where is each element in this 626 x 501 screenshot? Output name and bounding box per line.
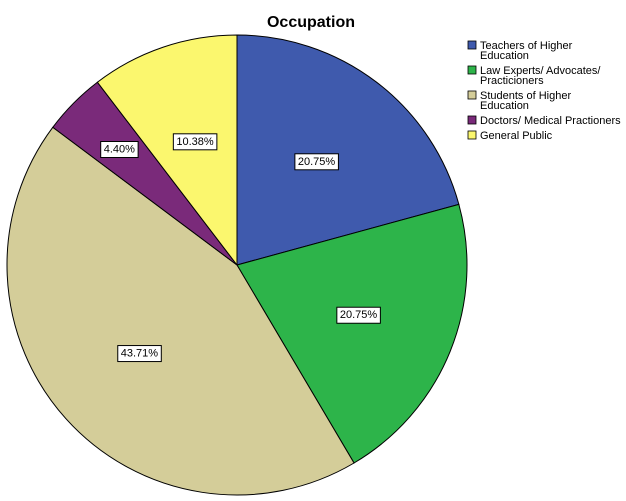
legend-label: Teachers of Higher: [480, 40, 573, 52]
legend-label: Education: [480, 100, 529, 112]
pie-slices: [6, 34, 468, 496]
pie-value-label-box: [100, 141, 139, 159]
pie-value-label: 20.75%: [340, 309, 378, 321]
legend-swatch: [467, 90, 477, 100]
legend-swatch: [467, 115, 477, 125]
legend-swatch: [467, 40, 477, 50]
pie-slice: [236, 34, 460, 266]
pie-slice: [96, 34, 238, 267]
legend-label: General Public: [480, 130, 553, 142]
legend-label: Students of Higher: [480, 90, 571, 102]
pie-value-label: 10.38%: [176, 136, 214, 148]
legend-swatch: [467, 130, 477, 140]
legend-label: Practicioners: [480, 75, 544, 87]
pie-value-label: 20.75%: [298, 156, 336, 168]
pie-value-labels: 20.75% 20.75% 43.71% 4.40% 10.38%: [100, 133, 381, 363]
pie-value-label-box: [294, 153, 339, 171]
pie-value-label-box: [336, 306, 381, 324]
pie-value-label-box: [117, 345, 162, 363]
legend-label: Law Experts/ Advocates/: [480, 65, 601, 77]
legend-label: Education: [480, 50, 529, 62]
legend-label: Doctors/ Medical Practioners: [480, 115, 621, 127]
pie-value-label: 43.71%: [121, 348, 159, 360]
chart-title: Occupation: [267, 14, 355, 31]
pie-value-label: 4.40%: [104, 144, 135, 156]
pie-slice: [6, 126, 355, 496]
pie-slice: [236, 203, 468, 464]
legend-swatch: [467, 65, 477, 75]
pie-value-label-box: [172, 133, 218, 151]
